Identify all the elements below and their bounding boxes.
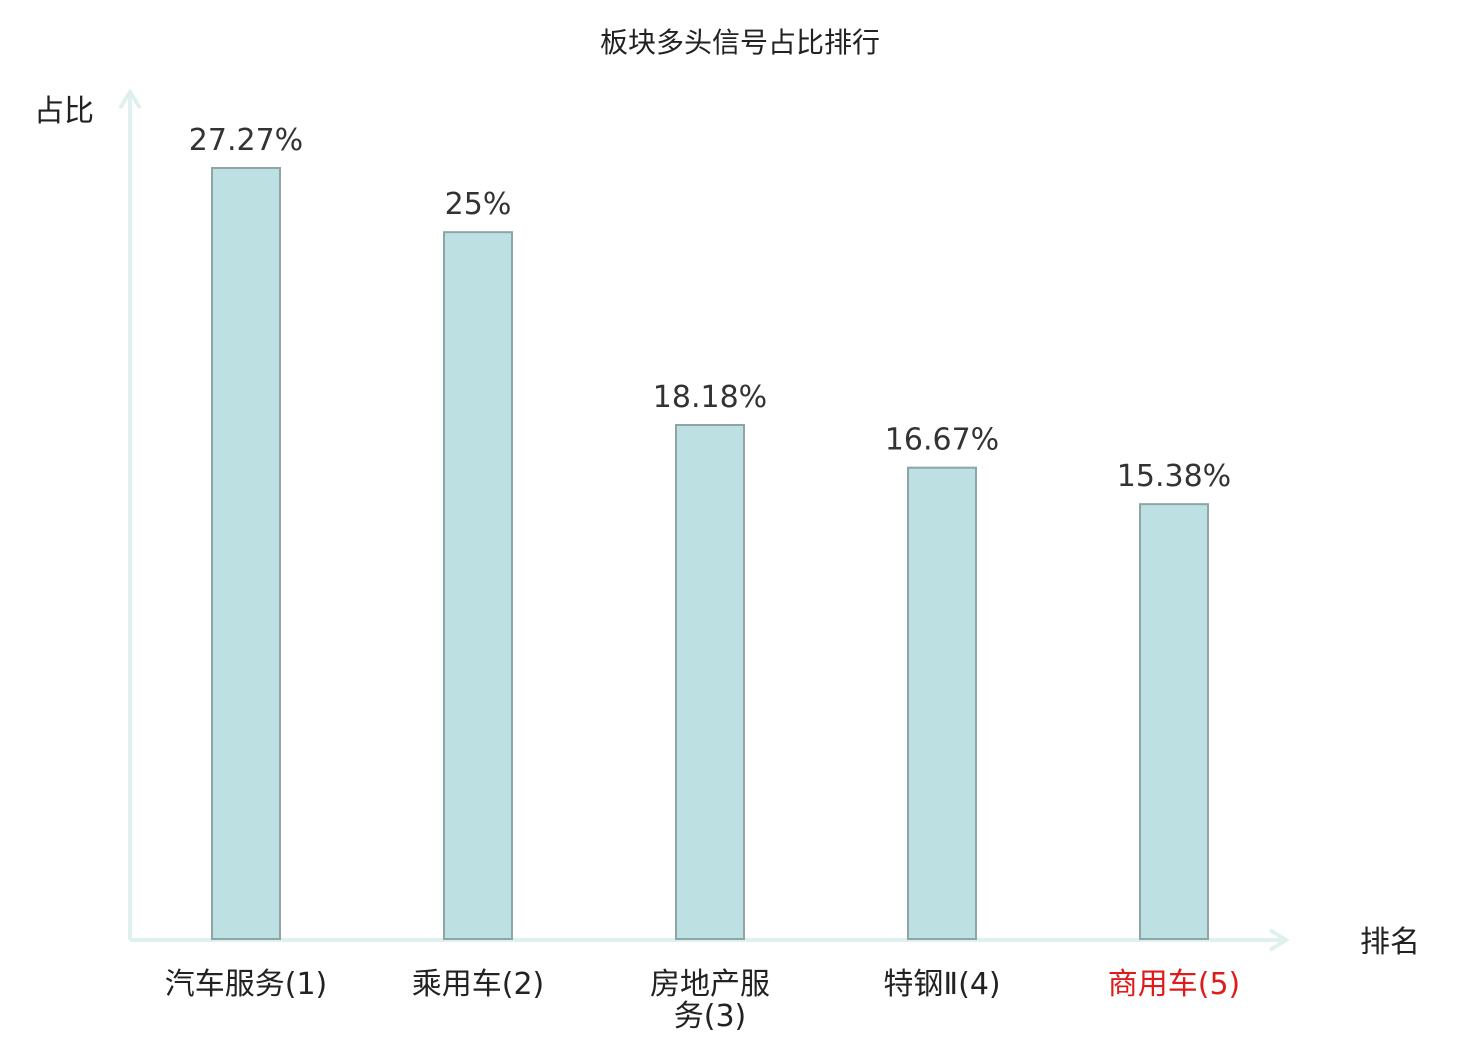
value-label-5: 15.38%: [1117, 459, 1231, 494]
category-label-2-line-1: 乘用车(2): [412, 967, 545, 1002]
category-label-4-line-1: 特钢Ⅱ(4): [883, 967, 1000, 1002]
y-axis-label: 占比: [34, 94, 94, 129]
x-axis-arrow: [1268, 928, 1290, 952]
category-label-3-line-1: 房地产服: [650, 967, 770, 1002]
category-label-5-line-1: 商用车(5): [1108, 967, 1241, 1002]
category-label-1-line-1: 汽车服务(1): [165, 967, 328, 1002]
bars-group: [211, 167, 1209, 940]
value-label-4: 16.67%: [885, 423, 999, 458]
category-label-4: 特钢Ⅱ(4): [883, 967, 1000, 1002]
category-labels-group: 汽车服务(1) 乘用车(2) 房地产服务(3) 特钢Ⅱ(4) 商用车(5): [165, 967, 1241, 1034]
category-label-3-line-2: 务(3): [674, 999, 747, 1034]
category-label-3: 房地产服务(3): [650, 967, 770, 1034]
y-axis-arrow: [118, 88, 142, 110]
bar-5: [1139, 503, 1209, 940]
category-label-5: 商用车(5): [1108, 967, 1241, 1002]
value-label-1: 27.27%: [189, 123, 303, 158]
value-label-2: 25%: [445, 187, 512, 222]
category-label-1: 汽车服务(1): [165, 967, 328, 1002]
chart-title: 板块多头信号占比排行: [600, 26, 880, 59]
bar-4: [907, 466, 977, 940]
category-label-2: 乘用车(2): [412, 967, 545, 1002]
value-labels-group: 27.27% 25% 18.18% 16.67% 15.38%: [189, 123, 1231, 494]
x-axis-label: 排名: [1360, 925, 1420, 960]
bar-2: [443, 231, 513, 940]
value-label-3: 18.18%: [653, 380, 767, 415]
y-axis: [118, 88, 142, 940]
bar-3: [675, 424, 745, 940]
bar-1: [211, 167, 281, 940]
